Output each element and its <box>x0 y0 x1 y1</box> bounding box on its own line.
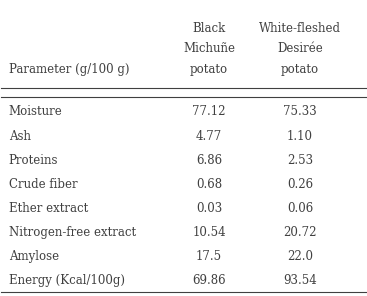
Text: 10.54: 10.54 <box>192 226 226 239</box>
Text: 4.77: 4.77 <box>196 130 222 143</box>
Text: Crude fiber: Crude fiber <box>9 178 77 191</box>
Text: Black: Black <box>192 22 226 35</box>
Text: 2.53: 2.53 <box>287 154 313 167</box>
Text: potato: potato <box>281 63 319 76</box>
Text: 17.5: 17.5 <box>196 250 222 263</box>
Text: Amylose: Amylose <box>9 250 59 263</box>
Text: Michuñe: Michuñe <box>183 42 235 55</box>
Text: Parameter (g/100 g): Parameter (g/100 g) <box>9 63 129 76</box>
Text: White-fleshed: White-fleshed <box>259 22 341 35</box>
Text: Energy (Kcal/100g): Energy (Kcal/100g) <box>9 274 125 287</box>
Text: Ether extract: Ether extract <box>9 202 88 215</box>
Text: 0.06: 0.06 <box>287 202 313 215</box>
Text: 69.86: 69.86 <box>192 274 226 287</box>
Text: 75.33: 75.33 <box>283 105 317 118</box>
Text: Nitrogen-free extract: Nitrogen-free extract <box>9 226 136 239</box>
Text: 0.03: 0.03 <box>196 202 222 215</box>
Text: 93.54: 93.54 <box>283 274 317 287</box>
Text: 0.26: 0.26 <box>287 178 313 191</box>
Text: 20.72: 20.72 <box>283 226 317 239</box>
Text: Desirée: Desirée <box>277 42 323 55</box>
Text: potato: potato <box>190 63 228 76</box>
Text: 1.10: 1.10 <box>287 130 313 143</box>
Text: Proteins: Proteins <box>9 154 58 167</box>
Text: 77.12: 77.12 <box>192 105 226 118</box>
Text: 6.86: 6.86 <box>196 154 222 167</box>
Text: 22.0: 22.0 <box>287 250 313 263</box>
Text: Ash: Ash <box>9 130 31 143</box>
Text: Moisture: Moisture <box>9 105 62 118</box>
Text: 0.68: 0.68 <box>196 178 222 191</box>
